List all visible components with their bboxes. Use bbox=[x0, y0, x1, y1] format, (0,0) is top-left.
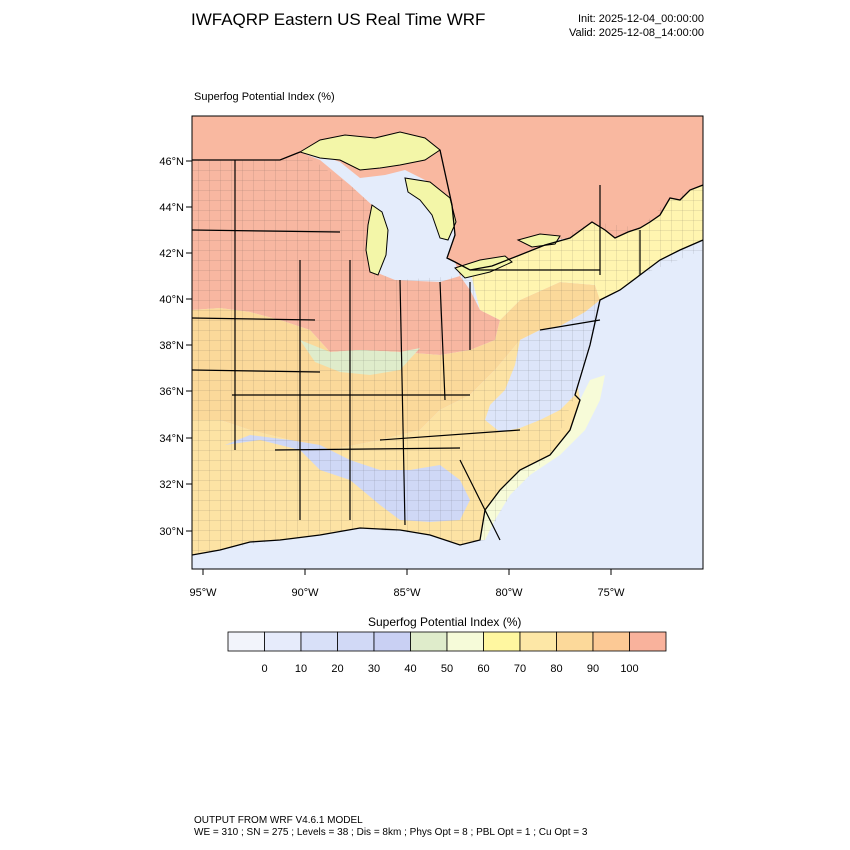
colorbar-swatch bbox=[483, 631, 521, 652]
longitude-axis: 95°W 90°W 85°W 80°W 75°W bbox=[189, 569, 625, 599]
lat-label: 34°N bbox=[159, 433, 184, 445]
coastline bbox=[192, 239, 703, 556]
lon-label: 90°W bbox=[291, 587, 319, 599]
gulf-coast bbox=[192, 528, 485, 569]
colorbar-swatch bbox=[629, 631, 667, 652]
colorbar-label: 10 bbox=[295, 663, 307, 675]
colorbar-label: 50 bbox=[441, 663, 453, 675]
county-mesh bbox=[192, 152, 703, 555]
colorbar: 0 10 20 30 40 50 60 70 80 90 100 bbox=[227, 631, 667, 675]
colorbar-swatch bbox=[300, 631, 338, 652]
lat-label: 44°N bbox=[159, 202, 184, 214]
lake-huron bbox=[404, 177, 457, 241]
lake-michigan bbox=[365, 204, 389, 276]
page-title: IWFAQRP Eastern US Real Time WRF bbox=[191, 10, 486, 29]
colorbar-label: 100 bbox=[620, 663, 638, 675]
colorbar-swatch bbox=[519, 631, 557, 652]
colorbar-swatch bbox=[410, 631, 448, 652]
colorbar-swatch bbox=[592, 631, 630, 652]
lon-label: 85°W bbox=[393, 587, 421, 599]
panel-title: Superfog Potential Index (%) bbox=[194, 91, 335, 103]
colorbar-swatch bbox=[264, 631, 302, 652]
lat-label: 40°N bbox=[159, 294, 184, 306]
latitude-axis: 46°N 44°N 42°N 40°N 38°N 36°N 34°N 32°N … bbox=[159, 156, 192, 538]
colorbar-label: 70 bbox=[514, 663, 526, 675]
canada-border bbox=[192, 149, 703, 271]
lon-label: 95°W bbox=[189, 587, 217, 599]
colorbar-label: 90 bbox=[587, 663, 599, 675]
lat-label: 46°N bbox=[159, 156, 184, 168]
init-time: Init: 2025-12-04_00:00:00 bbox=[578, 13, 704, 25]
lat-label: 42°N bbox=[159, 248, 184, 260]
colorbar-swatch bbox=[337, 631, 375, 652]
lon-label: 80°W bbox=[495, 587, 523, 599]
lake-superior bbox=[298, 131, 441, 171]
colorbar-label: 80 bbox=[550, 663, 562, 675]
lat-label: 38°N bbox=[159, 340, 184, 352]
state-borders bbox=[192, 160, 641, 541]
colorbar-swatch bbox=[556, 631, 594, 652]
colorbar-swatch bbox=[227, 631, 265, 652]
colorbar-label: 40 bbox=[404, 663, 416, 675]
colorbar-label: 60 bbox=[477, 663, 489, 675]
lat-label: 36°N bbox=[159, 386, 184, 398]
valid-time: Valid: 2025-12-08_14:00:00 bbox=[569, 27, 704, 39]
colorbar-title: Superfog Potential Index (%) bbox=[368, 615, 522, 629]
lon-label: 75°W bbox=[597, 587, 625, 599]
footer-model: OUTPUT FROM WRF V4.6.1 MODEL bbox=[194, 815, 363, 826]
colorbar-swatch bbox=[446, 631, 484, 652]
colorbar-swatch bbox=[373, 631, 411, 652]
colorbar-label: 20 bbox=[331, 663, 343, 675]
colorbar-label: 0 bbox=[261, 663, 267, 675]
colorbar-label: 30 bbox=[368, 663, 380, 675]
lat-label: 32°N bbox=[159, 479, 184, 491]
map-frame bbox=[191, 115, 704, 570]
lat-label: 30°N bbox=[159, 526, 184, 538]
footer-config: WE = 310 ; SN = 275 ; Levels = 38 ; Dis … bbox=[194, 827, 588, 838]
